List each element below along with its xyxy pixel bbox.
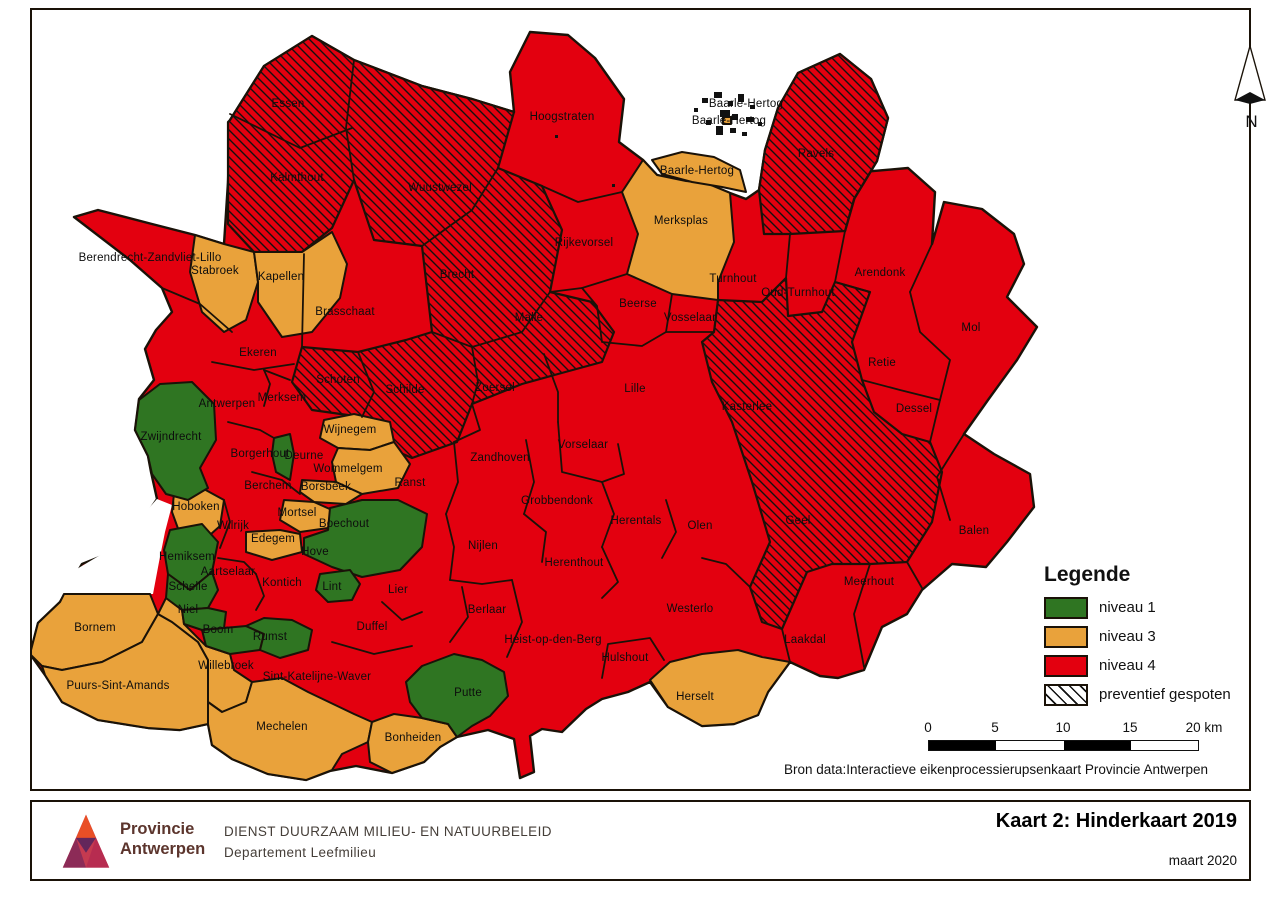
scale-seg [996,741,1064,750]
north-letter: N [1245,112,1258,131]
niveau3-swatch [1044,625,1088,648]
org-name: Provincie Antwerpen [120,819,205,859]
province-map [32,30,1039,782]
scale-tick: 5 [991,720,999,735]
legend-item-niveau3: niveau 3 [1044,625,1244,648]
legend: Legende niveau 1 niveau 3 niveau 4 preve… [1044,563,1244,712]
dept-line1: DIENST DUURZAAM MILIEU- EN NATUURBELEID [224,824,552,839]
niveau1-swatch [1044,596,1088,619]
department: DIENST DUURZAAM MILIEU- EN NATUURBELEID … [224,821,552,863]
legend-item-sprayed: preventief gespoten [1044,683,1244,706]
scale-seg [1063,741,1131,750]
map-frame: N [30,8,1266,791]
scale-tick: 15 [1122,720,1138,735]
scheldt-wedge [55,499,172,594]
legend-label: niveau 1 [1099,599,1156,616]
org-line1: Provincie [120,820,195,838]
org-line2: Antwerpen [120,840,206,858]
legend-item-niveau1: niveau 1 [1044,596,1244,619]
niveau1-areas [134,381,509,738]
scale-seg [1130,741,1198,750]
baarle-hertog-enclaves [555,92,762,187]
legend-label: niveau 3 [1099,628,1156,645]
dept-line2: Departement Leefmilieu [224,845,377,860]
source-credit: Bron data:Interactieve eikenprocessierup… [784,762,1208,777]
scale-bar [928,740,1199,751]
sprayed-areas [226,34,944,631]
map-date: maart 2020 [1168,853,1237,868]
municipal-borders [161,59,965,679]
scale-seg [929,741,997,750]
legend-item-niveau4: niveau 4 [1044,654,1244,677]
scale-tick: 0 [924,720,932,735]
scale-tick: 10 [1055,720,1071,735]
legend-label: preventief gespoten [1099,686,1231,703]
provincie-antwerpen-logo [62,814,110,868]
legend-label: niveau 4 [1099,657,1156,674]
sprayed-swatch [1044,683,1088,706]
scale-tick: 20 km [1185,720,1223,735]
legend-title: Legende [1044,563,1131,586]
north-arrow: N [1224,40,1279,131]
niveau4-swatch [1044,654,1088,677]
map-title: Kaart 2: Hinderkaart 2019 [995,810,1237,832]
footer: Provincie Antwerpen DIENST DUURZAAM MILI… [30,800,1251,881]
